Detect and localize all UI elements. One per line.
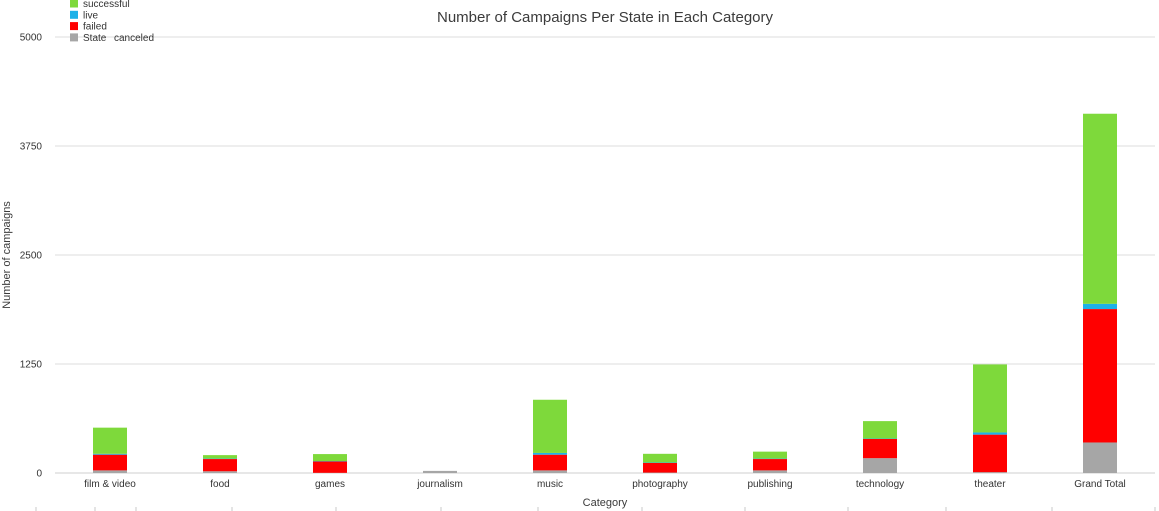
bar-segment-live — [1083, 303, 1117, 310]
y-tick-label: 3750 — [20, 142, 43, 153]
x-tick-label: film & video — [84, 479, 136, 490]
chart-title: Number of Campaigns Per State in Each Ca… — [437, 9, 773, 26]
bar-segment-successful — [1083, 113, 1117, 304]
x-tick-label: theater — [974, 479, 1006, 490]
bars — [93, 113, 1117, 473]
bar-segment-successful — [313, 454, 347, 462]
gridlines — [55, 36, 1155, 474]
bar-segment-failed — [863, 438, 897, 459]
x-axis-ticks: film & video food games journalism music phot… — [35, 479, 1156, 511]
legend-title: State — [83, 33, 107, 44]
x-tick-label: technology — [856, 479, 904, 490]
bar-segment-live — [973, 432, 1007, 435]
bar-segment-failed — [643, 462, 677, 473]
x-tick-label: publishing — [747, 479, 792, 490]
y-tick-label: 5000 — [20, 33, 43, 44]
bar-segment-canceled — [1083, 442, 1117, 473]
bar-segment-canceled — [753, 470, 787, 473]
bar-segment-canceled — [203, 471, 237, 473]
x-tick-label: journalism — [416, 479, 463, 490]
bar-segment-canceled — [423, 470, 457, 473]
y-tick-label: 0 — [36, 469, 42, 480]
bar-segment-successful — [203, 455, 237, 459]
bar-segment-failed — [93, 454, 127, 471]
bar-segment-live — [93, 453, 127, 455]
y-axis-ticks: 0 1250 2500 3750 5000 — [20, 33, 43, 480]
bar-segment-failed — [533, 454, 567, 471]
x-tick-label: photography — [632, 479, 688, 490]
legend-swatch-failed — [70, 22, 78, 31]
x-axis-title: Category — [583, 497, 628, 509]
legend-label: canceled — [114, 33, 154, 44]
bar-segment-canceled — [863, 458, 897, 473]
bar-segment-failed — [1083, 309, 1117, 443]
y-tick-label: 1250 — [20, 360, 43, 371]
legend-label: live — [83, 10, 98, 21]
y-axis-title: Number of campaigns — [1, 201, 13, 309]
bar-segment-successful — [753, 451, 787, 459]
bar-segment-canceled — [973, 472, 1007, 473]
bar-segment-successful — [863, 421, 897, 439]
legend-swatch-canceled — [70, 33, 78, 42]
y-tick-label: 2500 — [20, 251, 43, 262]
bar-segment-canceled — [93, 470, 127, 473]
bar-segment-successful — [93, 427, 127, 454]
bar-segment-failed — [753, 459, 787, 471]
bar-segment-live — [533, 452, 567, 455]
bar-segment-failed — [973, 434, 1007, 473]
x-tick-label: food — [210, 479, 229, 490]
x-tick-label: games — [315, 479, 345, 490]
bar-segment-canceled — [533, 470, 567, 473]
bar-segment-successful — [643, 453, 677, 463]
bar-segment-successful — [973, 364, 1007, 433]
legend-label: failed — [83, 22, 107, 33]
bar-segment-failed — [313, 461, 347, 473]
legend-swatch-live — [70, 10, 78, 19]
legend-label: successful — [83, 0, 130, 10]
legend-swatch-successful — [70, 0, 78, 8]
x-tick-label: music — [537, 479, 563, 490]
bar-segment-successful — [533, 399, 567, 453]
bar-segment-failed — [203, 459, 237, 472]
x-tick-label: Grand Total — [1074, 479, 1126, 490]
